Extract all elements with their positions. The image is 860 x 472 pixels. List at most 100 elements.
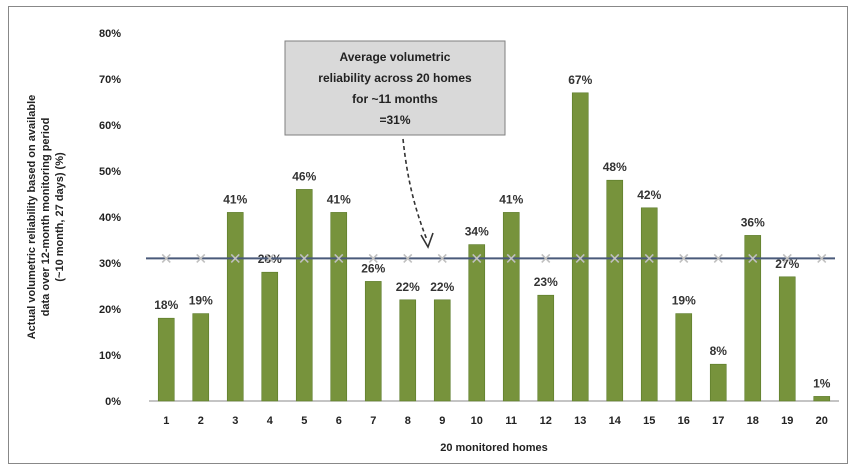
average-line-marker — [299, 253, 309, 263]
average-line-marker — [506, 253, 516, 263]
average-callout: Average volumetric reliability across 20 … — [284, 40, 506, 249]
bar-data-labels: 18%19%41%28%46%41%26%22%22%34%41%23%67%4… — [154, 73, 831, 391]
marker-stroke — [644, 253, 654, 263]
average-line-marker — [265, 253, 275, 263]
average-line-marker — [403, 253, 413, 263]
bar — [157, 317, 175, 402]
bar — [744, 235, 762, 402]
x-tick-label: 3 — [232, 415, 238, 427]
bar — [192, 313, 210, 402]
bar — [295, 189, 313, 402]
y-tick-label: 80% — [99, 28, 121, 40]
marker-stroke — [575, 253, 585, 263]
callout-box — [284, 40, 506, 136]
average-line-marker — [679, 253, 689, 263]
x-tick-label: 8 — [405, 415, 411, 427]
average-line-marker — [368, 253, 378, 263]
bar — [226, 212, 244, 402]
bar-data-label: 22% — [396, 280, 420, 294]
bar-data-label: 34% — [465, 225, 489, 239]
callout-text-line: =31% — [379, 113, 410, 127]
marker-stroke — [265, 253, 275, 263]
bar-data-label: 41% — [223, 192, 247, 206]
bar — [537, 294, 555, 402]
bar — [330, 212, 348, 402]
marker-stroke — [679, 253, 689, 263]
x-tick-label: 13 — [574, 415, 586, 427]
marker-stroke — [437, 253, 447, 263]
bar — [468, 244, 486, 402]
marker-stroke — [230, 253, 240, 263]
x-tick-label: 1 — [163, 415, 169, 427]
bar-data-label: 1% — [813, 376, 831, 390]
bar — [433, 299, 451, 402]
bar-chart: Actual volumetric reliability based on a… — [26, 28, 839, 454]
bar — [364, 281, 382, 402]
y-tick-label: 0% — [105, 396, 121, 408]
bar — [261, 271, 279, 402]
average-line-marker — [644, 253, 654, 263]
x-tick-label: 2 — [198, 415, 204, 427]
x-tick-label: 14 — [609, 415, 622, 427]
y-tick-label: 10% — [99, 350, 121, 362]
x-tick-label: 6 — [336, 415, 342, 427]
bar-data-label: 8% — [710, 344, 728, 358]
average-line-marker — [230, 253, 240, 263]
bar-data-label: 19% — [189, 294, 213, 308]
average-line-marker — [541, 253, 551, 263]
average-line-marker — [161, 253, 171, 263]
x-tick-label: 15 — [643, 415, 655, 427]
bar-data-label: 23% — [534, 275, 558, 289]
bar-data-label: 67% — [568, 73, 592, 87]
bar-data-label: 27% — [775, 257, 799, 271]
callout-text-line: Average volumetric — [340, 50, 451, 64]
average-line-marker — [334, 253, 344, 263]
x-axis-ticks: 1 2 3 4 5 6 7 8 9 10 11 12 13 14 15 16 17 18 19 20 — [163, 415, 828, 427]
bar-data-label: 42% — [637, 188, 661, 202]
bar-data-label: 19% — [672, 294, 696, 308]
x-tick-label: 17 — [712, 415, 724, 427]
bar — [778, 276, 796, 402]
marker-stroke — [748, 253, 758, 263]
marker-stroke — [472, 253, 482, 263]
bar — [571, 92, 589, 402]
bar-data-label: 36% — [741, 215, 765, 229]
chart-frame: Actual volumetric reliability based on a… — [8, 6, 848, 464]
x-tick-label: 11 — [505, 415, 517, 427]
marker-stroke — [610, 253, 620, 263]
average-line-marker — [196, 253, 206, 263]
marker-stroke — [713, 253, 723, 263]
marker-stroke — [817, 253, 827, 263]
bar — [640, 207, 658, 402]
y-tick-label: 60% — [99, 120, 121, 132]
callout-text-line: for ~11 months — [352, 92, 438, 106]
average-line-marker — [817, 253, 827, 263]
bar-data-label: 48% — [603, 160, 627, 174]
marker-stroke — [403, 253, 413, 263]
bar — [813, 396, 831, 402]
x-tick-label: 10 — [471, 415, 483, 427]
x-tick-label: 4 — [267, 415, 274, 427]
bar — [709, 363, 727, 402]
bar-data-label: 18% — [154, 298, 178, 312]
bar — [606, 179, 624, 402]
x-tick-label: 12 — [540, 415, 552, 427]
x-axis-title: 20 monitored homes — [440, 442, 548, 454]
y-axis-ticks: 0% 10% 20% 30% 40% 50% 60% 70% 80% — [99, 28, 121, 408]
callout-arrow-head — [420, 232, 434, 249]
average-line-marker — [472, 253, 482, 263]
y-tick-label: 70% — [99, 74, 121, 86]
y-tick-label: 30% — [99, 258, 121, 270]
y-axis-title-line: Actual volumetric reliability based on a… — [26, 95, 38, 340]
bars — [157, 92, 831, 402]
y-tick-label: 20% — [99, 304, 121, 316]
bar-data-label: 22% — [430, 280, 454, 294]
marker-stroke — [299, 253, 309, 263]
y-axis-title: Actual volumetric reliability based on a… — [26, 95, 66, 340]
marker-stroke — [196, 253, 206, 263]
average-line-marker — [610, 253, 620, 263]
x-tick-label: 20 — [816, 415, 828, 427]
average-line-marker — [748, 253, 758, 263]
bar — [675, 313, 693, 402]
x-tick-label: 7 — [370, 415, 376, 427]
